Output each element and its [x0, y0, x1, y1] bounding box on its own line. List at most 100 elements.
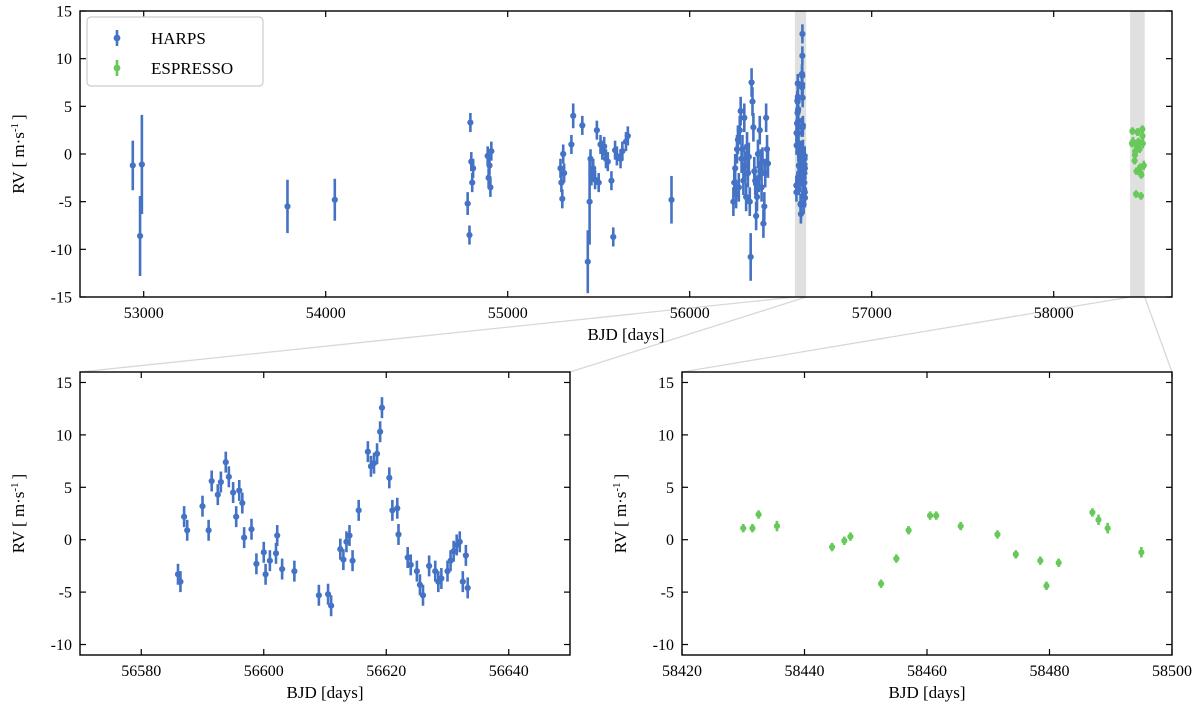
data-point	[370, 460, 378, 467]
x-tick-label: 56580	[121, 663, 161, 680]
data-point	[1055, 559, 1062, 566]
data-point	[743, 193, 750, 200]
data-point	[841, 537, 848, 544]
y-tick-label: -15	[51, 290, 72, 307]
data-point	[1139, 140, 1146, 147]
zoom-espresso-panel: 58420 58440 58460 58480 58500 -10 -5 0 5 10 15 BJD …	[611, 371, 1192, 702]
data-point	[315, 592, 322, 599]
y-tick-label: 5	[64, 480, 72, 497]
data-point	[413, 568, 420, 575]
data-point	[389, 507, 396, 514]
data-point	[877, 580, 885, 587]
x-tick-label: 55000	[488, 305, 528, 322]
data-point	[760, 220, 767, 227]
series-harps	[129, 24, 809, 294]
data-point	[1089, 509, 1096, 516]
data-point	[799, 72, 806, 79]
data-point	[1139, 132, 1146, 139]
x-tick-label: 58000	[1034, 305, 1074, 322]
legend-box	[86, 16, 264, 87]
data-point	[893, 555, 900, 562]
zoom-harps-panel: 56580 56600 56620 56640 -10 -5 0 5 10 15 BJD [days…	[9, 371, 571, 702]
x-tick-label: 56640	[489, 663, 529, 680]
connector-line	[79, 296, 795, 373]
data-point	[416, 581, 424, 588]
data-point	[343, 538, 350, 545]
data-point	[328, 602, 335, 609]
data-point	[795, 106, 802, 113]
data-point	[377, 428, 384, 435]
data-point	[230, 489, 237, 496]
data-point	[579, 122, 586, 129]
x-tick-label: 56600	[244, 663, 284, 680]
data-point	[447, 557, 454, 564]
overview-panel: 53000 54000 55000 56000 57000 58000 -15 -10 -5 0 5…	[9, 4, 1173, 344]
data-point	[1129, 138, 1137, 145]
data-point	[756, 127, 763, 134]
data-point	[763, 114, 770, 121]
x-axis-label: BJD [days]	[889, 683, 966, 702]
data-point	[764, 160, 772, 167]
data-point	[794, 129, 802, 137]
data-point	[741, 114, 748, 121]
data-point	[248, 526, 255, 533]
data-point	[994, 531, 1001, 538]
data-point	[740, 525, 747, 532]
data-point	[561, 169, 568, 177]
data-point	[799, 52, 806, 59]
data-point	[799, 94, 806, 101]
data-point	[272, 550, 280, 557]
data-point	[284, 203, 291, 210]
series-espresso	[1128, 125, 1147, 200]
y-tick-label: 5	[64, 99, 72, 116]
data-point	[736, 127, 743, 134]
series-harps	[174, 397, 471, 617]
data-point	[799, 122, 806, 129]
data-point	[222, 459, 229, 466]
data-point	[1043, 582, 1050, 589]
data-point	[847, 533, 854, 540]
data-point	[1037, 557, 1044, 564]
data-point	[419, 592, 427, 599]
data-point	[279, 565, 286, 573]
data-point	[331, 196, 338, 203]
data-point	[462, 552, 469, 559]
zoom-connectors	[79, 296, 1173, 373]
data-point	[217, 478, 224, 486]
data-point	[739, 146, 746, 153]
x-tick-label: 56000	[670, 305, 710, 322]
y-tick-label: 0	[666, 532, 674, 549]
y-tick-label: 5	[666, 480, 674, 497]
data-point	[601, 143, 608, 150]
data-point	[444, 568, 451, 575]
data-point	[746, 198, 753, 205]
x-tick-label: 53000	[124, 305, 164, 322]
data-point	[801, 165, 809, 172]
data-point	[262, 571, 269, 578]
data-point	[404, 554, 411, 561]
data-point	[794, 93, 801, 100]
data-point	[568, 141, 575, 148]
x-tick-label: 58480	[1030, 663, 1070, 680]
legend-marker-harps	[113, 34, 121, 42]
data-point	[1104, 525, 1111, 532]
data-point	[799, 30, 806, 37]
data-point	[753, 193, 761, 200]
data-point	[584, 258, 591, 265]
data-point	[1131, 157, 1138, 164]
data-point	[467, 119, 474, 126]
data-point	[905, 527, 912, 534]
data-point	[604, 158, 611, 165]
data-point	[749, 525, 756, 532]
y-tick-label: -5	[59, 194, 72, 211]
plot-frame	[79, 371, 571, 656]
data-point	[355, 507, 362, 514]
data-point	[253, 560, 260, 567]
data-point	[274, 532, 281, 539]
data-point	[214, 491, 221, 498]
data-point	[801, 152, 808, 160]
data-point	[610, 233, 617, 241]
data-point	[926, 512, 934, 519]
data-point	[1129, 128, 1136, 135]
x-tick-label: 57000	[852, 305, 892, 322]
